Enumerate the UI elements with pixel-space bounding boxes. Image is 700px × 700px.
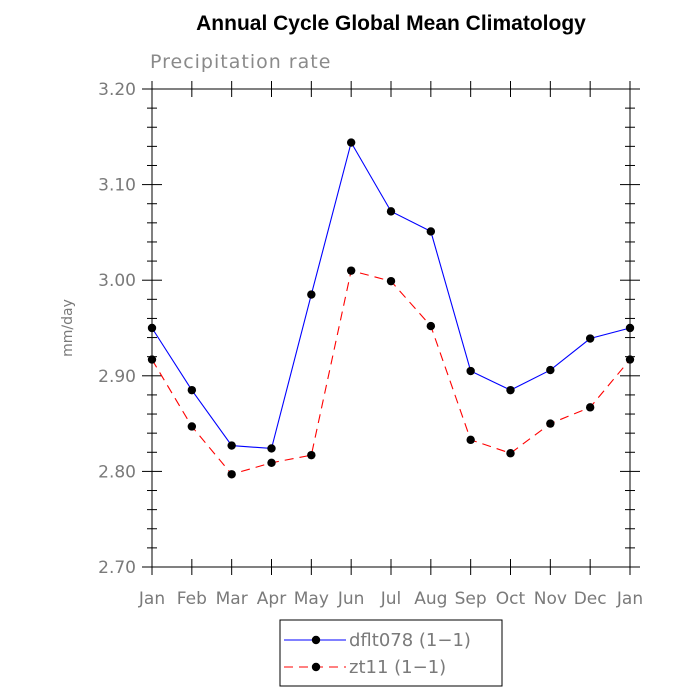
data-point [307, 450, 316, 460]
series-1 [147, 138, 635, 453]
data-point [267, 444, 276, 453]
x-tick-label: Oct [496, 589, 526, 609]
x-tick-labels: Jan Feb Mar Apr May Jun Jul Aug Sep Oct Nov Dec Jan [138, 589, 643, 609]
data-point [506, 449, 515, 458]
x-tick-label: Jan [616, 589, 643, 609]
y-axis-label: mm/day [60, 299, 76, 357]
x-tick-label: Jul [380, 589, 402, 609]
chart-subtitle: Precipitation rate [150, 51, 331, 73]
data-point [227, 441, 236, 450]
x-tick-label: Jun [337, 589, 365, 609]
legend-label-2: zt11 (1−1) [349, 657, 446, 678]
data-point [346, 266, 356, 275]
data-point [426, 227, 436, 236]
x-tick-label: Mar [216, 589, 248, 609]
data-point [546, 419, 555, 428]
x-tick-label: Apr [257, 589, 286, 609]
axis-ticks [142, 81, 640, 575]
data-point [585, 403, 595, 412]
data-point [307, 290, 316, 299]
series-layer [147, 138, 635, 479]
y-tick-label: 2.80 [98, 462, 136, 482]
legend: dflt078 (1−1) zt11 (1−1) [279, 619, 503, 687]
data-point [546, 365, 555, 375]
data-point [585, 334, 595, 343]
data-point [147, 323, 157, 333]
data-point [625, 355, 635, 364]
x-tick-label: Feb [177, 589, 207, 609]
data-point [386, 207, 396, 216]
x-tick-label: Aug [414, 589, 447, 609]
data-point [466, 366, 475, 376]
data-point [346, 138, 356, 147]
series-2 [147, 266, 635, 479]
data-point [187, 385, 197, 395]
y-tick-label: 3.00 [98, 271, 136, 291]
data-point [625, 323, 635, 333]
legend-marker-1 [311, 635, 321, 645]
y-tick-label: 3.10 [98, 176, 136, 196]
series-line [151, 141, 631, 450]
data-point [386, 276, 396, 286]
legend-label-1: dflt078 (1−1) [349, 630, 471, 651]
data-point [267, 458, 276, 467]
y-tick-label: 2.90 [98, 367, 136, 387]
plot-frame [151, 88, 631, 568]
legend-marker-2 [311, 662, 321, 672]
y-tick-label: 2.70 [98, 558, 136, 578]
legend-box [279, 619, 503, 687]
data-point [147, 355, 157, 364]
x-tick-label: Jan [138, 589, 165, 609]
data-point [187, 422, 197, 431]
data-point [227, 470, 236, 479]
y-tick-label: 3.20 [98, 80, 136, 100]
x-tick-label: Nov [534, 589, 567, 609]
x-tick-label: Dec [574, 589, 607, 609]
data-point [466, 435, 475, 445]
chart-title: Annual Cycle Global Mean Climatology [196, 12, 586, 35]
x-tick-label: May [294, 589, 329, 609]
data-point [426, 321, 436, 331]
y-tick-labels: 2.70 2.80 2.90 3.00 3.10 3.20 [98, 80, 136, 578]
series-line [151, 269, 631, 475]
data-point [506, 385, 515, 395]
x-tick-label: Sep [455, 589, 487, 609]
